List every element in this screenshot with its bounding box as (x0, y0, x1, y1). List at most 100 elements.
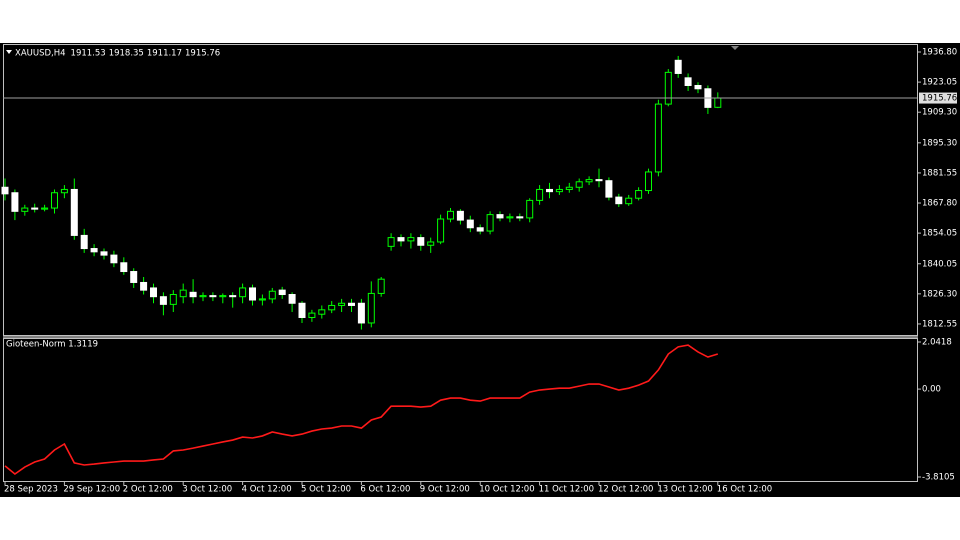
x-tick-label: 10 Oct 12:00 (479, 485, 534, 495)
candle-body (684, 77, 692, 86)
candle-body (338, 302, 346, 306)
candle-body (140, 281, 148, 291)
candle-body (199, 295, 207, 298)
candle-body (229, 295, 237, 298)
candle-body (427, 241, 435, 246)
candle-body (150, 287, 157, 298)
candle-body (219, 295, 227, 298)
candle-body (645, 171, 652, 192)
last-price-label: 1915.76 (922, 94, 957, 104)
candle-body (555, 188, 563, 193)
candle-body (308, 312, 316, 318)
candle-body (466, 219, 474, 229)
candle-body (60, 188, 68, 194)
candle-body (318, 309, 326, 315)
candle-body (209, 295, 217, 298)
x-tick-label: 16 Oct 12:00 (717, 485, 772, 495)
candle-body (565, 186, 573, 190)
shift-marker (731, 46, 739, 50)
candle-body (694, 84, 702, 90)
last-price-box (919, 92, 957, 104)
candle-body (417, 237, 425, 246)
candle-body (130, 271, 138, 283)
header-close: 1915.76 (185, 48, 220, 58)
candle-body (120, 262, 128, 273)
y-tick-label: 1854.05 (922, 229, 957, 239)
y-tick-label: -3.8105 (922, 472, 955, 482)
x-tick-label: 6 Oct 12:00 (360, 485, 410, 495)
candle-body (278, 289, 286, 296)
candle-body (258, 298, 266, 301)
candle-body (397, 237, 405, 242)
y-tick-label: 1812.55 (922, 319, 957, 329)
candle-body (714, 97, 722, 108)
candle-body (31, 207, 39, 210)
candle-body (357, 302, 365, 324)
candle-body (595, 179, 603, 182)
candle-body (585, 179, 593, 183)
candle-body (476, 227, 484, 232)
y-tick-label: 1867.80 (922, 199, 957, 209)
candle-body (70, 188, 78, 236)
candle-body (536, 188, 544, 201)
indicator-title: Gioteen-Norm 1.3119 (6, 340, 98, 350)
candle-body (456, 210, 464, 221)
candle-body (605, 180, 613, 198)
candle-body (367, 292, 375, 324)
candle-body (288, 294, 296, 304)
candle-body (51, 192, 58, 209)
candle-body (249, 287, 256, 301)
candle-body (348, 302, 355, 306)
header-open: 1911.53 (71, 48, 106, 58)
candle-body (298, 302, 306, 318)
candle-body (179, 289, 187, 298)
panel-separator (3, 336, 918, 338)
candle-body (268, 290, 276, 300)
candle-body (387, 237, 395, 247)
header-high: 1918.35 (109, 48, 144, 58)
x-tick-label: 9 Oct 12:00 (420, 485, 470, 495)
candle-body (615, 196, 623, 205)
candle-body (90, 248, 98, 253)
chart-background (0, 43, 960, 497)
candle-body (664, 71, 672, 105)
y-tick-label: 1826.30 (922, 289, 957, 299)
y-tick-label: 1881.55 (922, 168, 957, 178)
y-tick-label: 1895.30 (922, 138, 957, 148)
candle-body (328, 304, 336, 311)
symbol-menu-arrow[interactable] (6, 50, 12, 54)
header-low: 1911.17 (147, 48, 182, 58)
candle-body (1, 186, 9, 195)
candle-body (169, 294, 177, 305)
candle-body (80, 234, 88, 250)
symbol-title: XAUUSD,H4 (15, 48, 66, 58)
x-tick-label: 3 Oct 12:00 (182, 485, 232, 495)
y-tick-label: 1923.05 (922, 78, 957, 88)
candle-body (21, 207, 29, 212)
candle-body (674, 59, 682, 74)
chart-header: XAUUSD,H4 1911.53 1918.35 1911.17 1915.76 (15, 48, 220, 58)
candle-body (41, 207, 49, 210)
candle-body (11, 192, 19, 212)
y-tick-label: 1840.05 (922, 259, 957, 269)
candle-body (546, 188, 553, 193)
x-tick-label: 5 Oct 12:00 (301, 485, 351, 495)
indicator-line (4, 344, 719, 475)
candle-body (526, 199, 534, 219)
y-tick-label: 0.00 (922, 385, 941, 395)
candle-body (407, 237, 415, 242)
candle-body (189, 291, 197, 298)
candle-body (239, 287, 247, 298)
x-tick-label: 12 Oct 12:00 (598, 485, 653, 495)
y-tick-label: 1909.30 (922, 108, 957, 118)
candle-body (506, 216, 514, 219)
x-tick-label: 29 Sep 12:00 (63, 485, 120, 495)
candle-body (437, 218, 445, 243)
indicator-panel-frame (3, 338, 918, 482)
candle-body (377, 278, 385, 294)
candle-body (100, 251, 108, 256)
candle-body (654, 103, 662, 173)
candle-body (516, 216, 524, 219)
